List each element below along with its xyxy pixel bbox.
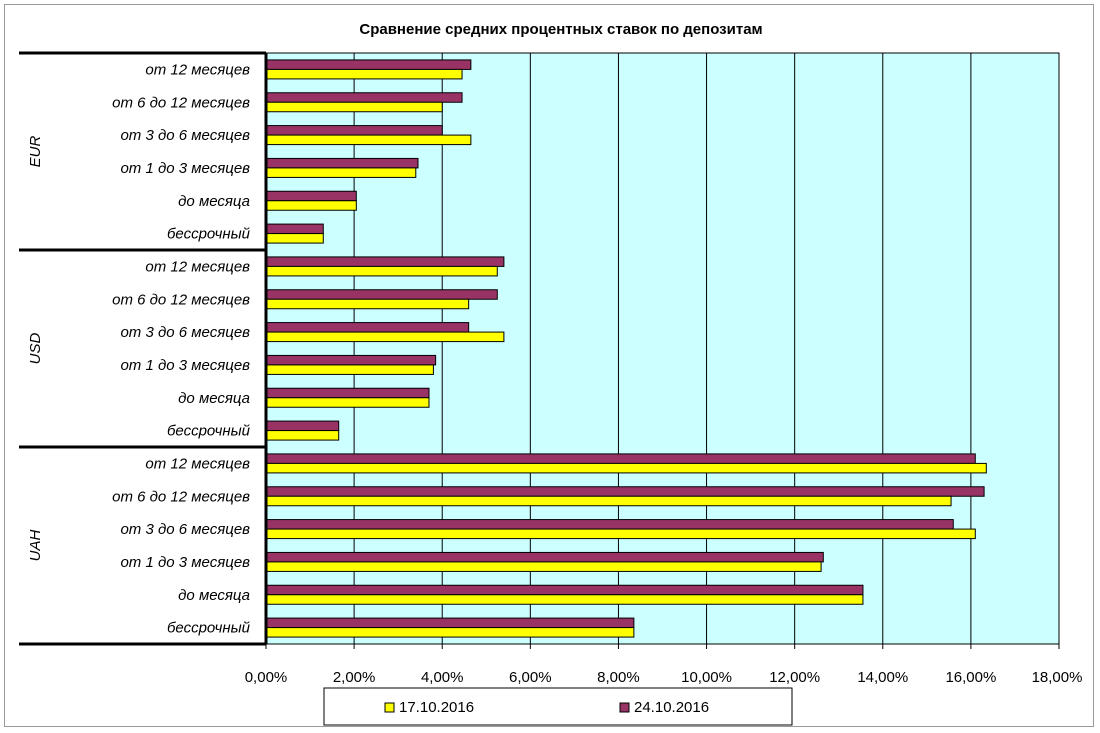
x-tick-label: 0,00% [245, 669, 288, 686]
bar-usd-6-17-10-2016 [265, 430, 340, 441]
bar-usd-1-17-10-2016 [265, 265, 498, 277]
bar-eur-3-17-10-2016 [265, 134, 472, 146]
bar-eur-4-24-10-2016 [265, 157, 419, 169]
x-tick-label: 12,00% [769, 669, 820, 686]
category-label: от 3 до 6 месяцев [120, 521, 250, 538]
bar-uah-5-24-10-2016 [265, 584, 864, 596]
category-label: до месяца [178, 193, 250, 210]
bar-uah-2-24-10-2016 [265, 486, 985, 497]
legend-swatch-24-10-2016 [619, 702, 630, 713]
category-label: бессрочный [167, 226, 251, 243]
category-label: до месяца [178, 587, 250, 604]
legend: 17.10.2016 24.10.2016 [323, 687, 793, 726]
bar-uah-3-17-10-2016 [265, 528, 976, 540]
bar-eur-1-17-10-2016 [265, 68, 463, 80]
plot-area [265, 52, 1060, 645]
legend-swatch-17-10-2016 [384, 702, 395, 713]
bar-uah-2-17-10-2016 [265, 495, 952, 507]
gridlines [353, 53, 1060, 644]
bar-uah-1-24-10-2016 [265, 453, 976, 464]
category-label: от 6 до 12 месяцев [112, 291, 250, 308]
legend-label-17-10-2016: 17.10.2016 [399, 699, 474, 716]
bar-uah-3-24-10-2016 [265, 519, 954, 530]
group-label-usd: USD [27, 332, 44, 364]
category-label: от 3 до 6 месяцев [120, 324, 250, 341]
x-tick-label: 8,00% [597, 669, 640, 686]
category-label: от 12 месяцев [145, 61, 250, 78]
bar-eur-5-17-10-2016 [265, 200, 357, 211]
category-label: от 6 до 12 месяцев [112, 94, 250, 111]
bar-uah-6-24-10-2016 [265, 617, 635, 629]
legend-label-24-10-2016: 24.10.2016 [634, 699, 709, 716]
x-tick-label: 2,00% [333, 669, 376, 686]
bar-usd-4-17-10-2016 [265, 364, 434, 375]
bar-usd-5-24-10-2016 [265, 387, 430, 399]
bar-eur-1-24-10-2016 [265, 59, 472, 70]
bar-usd-2-17-10-2016 [265, 298, 470, 310]
x-tick-label: 18,00% [1032, 669, 1083, 686]
x-tick-label: 16,00% [945, 669, 996, 686]
bar-usd-5-17-10-2016 [265, 397, 430, 408]
category-label: от 6 до 12 месяцев [112, 488, 250, 505]
category-label: от 1 до 3 месяцев [120, 160, 250, 177]
category-label: бессрочный [167, 620, 251, 637]
x-tick-label: 6,00% [509, 669, 552, 686]
bar-eur-5-24-10-2016 [265, 190, 357, 202]
group-label-uah: UAH [27, 529, 44, 561]
x-tick-label: 10,00% [681, 669, 732, 686]
bar-uah-5-17-10-2016 [265, 594, 864, 605]
category-label: до месяца [178, 390, 250, 407]
bar-usd-3-24-10-2016 [265, 322, 470, 333]
bar-usd-3-17-10-2016 [265, 331, 505, 343]
bar-uah-4-17-10-2016 [265, 561, 822, 572]
category-label: от 3 до 6 месяцев [120, 127, 250, 144]
chart-title: Сравнение средних процентных ставок по д… [359, 21, 762, 38]
bar-usd-4-24-10-2016 [265, 354, 437, 366]
bar-usd-1-24-10-2016 [265, 256, 505, 267]
value-axis: 0,00% 2,00% 4,00% 6,00% 8,00% 10,00% 12,00% 14,… [245, 644, 1083, 686]
category-label: от 12 месяцев [145, 455, 250, 472]
category-label: от 1 до 3 месяцев [120, 554, 250, 571]
bar-eur-2-17-10-2016 [265, 101, 443, 113]
bar-usd-2-24-10-2016 [265, 289, 498, 300]
bar-eur-4-17-10-2016 [265, 167, 417, 178]
bar-usd-6-24-10-2016 [265, 420, 340, 432]
bars [265, 59, 987, 638]
category-axis: от 12 месяцев от 6 до 12 месяцев от 3 до 6… [19, 51, 268, 646]
category-label: бессрочный [167, 423, 251, 440]
bar-eur-3-24-10-2016 [265, 125, 443, 136]
bar-eur-2-24-10-2016 [265, 92, 463, 103]
bar-eur-6-17-10-2016 [265, 233, 324, 244]
chart-frame: Сравнение средних процентных ставок по д… [4, 4, 1094, 727]
category-label: от 12 месяцев [145, 258, 250, 275]
x-tick-label: 4,00% [421, 669, 464, 686]
group-label-eur: EUR [27, 135, 44, 167]
x-tick-label: 14,00% [857, 669, 908, 686]
category-label: от 1 до 3 месяцев [120, 357, 250, 374]
bar-uah-1-17-10-2016 [265, 462, 987, 474]
bar-uah-4-24-10-2016 [265, 551, 824, 563]
deposit-rates-chart: Сравнение средних процентных ставок по д… [19, 21, 1083, 726]
legend-box [323, 687, 793, 726]
bar-uah-6-17-10-2016 [265, 627, 635, 638]
bar-eur-6-24-10-2016 [265, 223, 324, 235]
